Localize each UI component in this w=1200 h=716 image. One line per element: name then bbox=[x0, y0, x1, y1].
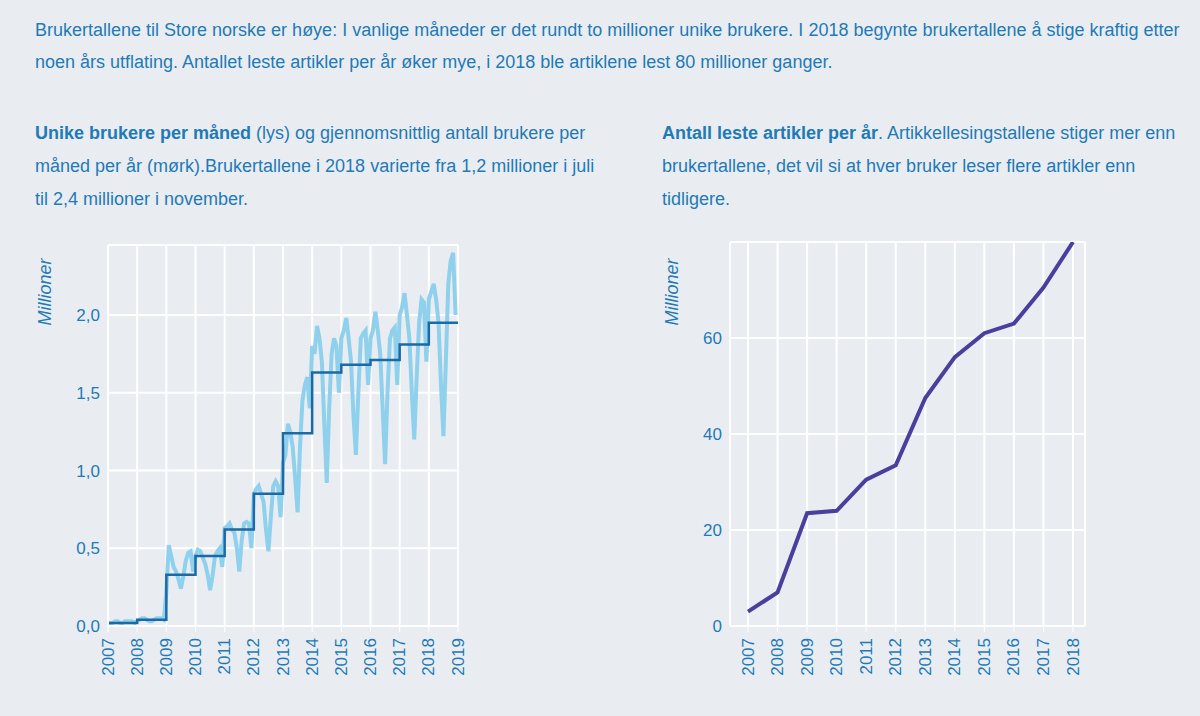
svg-text:2017: 2017 bbox=[390, 638, 409, 676]
svg-text:2009: 2009 bbox=[157, 638, 176, 676]
svg-text:2,0: 2,0 bbox=[76, 306, 100, 325]
svg-text:40: 40 bbox=[703, 425, 722, 444]
svg-text:2010: 2010 bbox=[827, 638, 846, 676]
html-text:Brukertallene til Store norske: Brukertallene til Store norske er høye: … bbox=[35, 20, 1180, 72]
html-text:Millioner: Millioner bbox=[34, 258, 55, 326]
svg-text:2016: 2016 bbox=[361, 638, 380, 676]
svg-text:0,5: 0,5 bbox=[76, 539, 100, 558]
svg-text:2013: 2013 bbox=[274, 638, 293, 676]
svg-text:2010: 2010 bbox=[186, 638, 205, 676]
svg-text:20: 20 bbox=[703, 521, 722, 540]
html-text:Millioner: Millioner bbox=[661, 258, 682, 326]
svg-text:2015: 2015 bbox=[975, 638, 994, 676]
svg-text:2018: 2018 bbox=[419, 638, 438, 676]
svg-text:2008: 2008 bbox=[128, 638, 147, 676]
svg-text:2013: 2013 bbox=[916, 638, 935, 676]
svg-text:2018: 2018 bbox=[1064, 638, 1083, 676]
html-text:Antall leste artikler per år.: Antall leste artikler per år. Artikkelle… bbox=[662, 123, 1176, 209]
svg-text:2016: 2016 bbox=[1004, 638, 1023, 676]
svg-text:2011: 2011 bbox=[215, 638, 234, 675]
svg-text:1,0: 1,0 bbox=[76, 462, 100, 481]
svg-text:2012: 2012 bbox=[244, 638, 263, 676]
svg-text:2008: 2008 bbox=[768, 638, 787, 676]
svg-text:2012: 2012 bbox=[886, 638, 905, 676]
svg-text:2015: 2015 bbox=[332, 638, 351, 676]
svg-text:2011: 2011 bbox=[857, 638, 876, 675]
svg-text:2009: 2009 bbox=[798, 638, 817, 676]
svg-text:2007: 2007 bbox=[739, 638, 758, 676]
svg-text:2014: 2014 bbox=[303, 638, 322, 676]
svg-text:0,0: 0,0 bbox=[76, 617, 100, 636]
html-text:Unike brukere per måned (lys): Unike brukere per måned (lys) og gjennom… bbox=[35, 123, 595, 209]
svg-text:2007: 2007 bbox=[99, 638, 118, 676]
svg-text:2017: 2017 bbox=[1034, 638, 1053, 676]
svg-text:2014: 2014 bbox=[945, 638, 964, 676]
svg-text:60: 60 bbox=[703, 329, 722, 348]
svg-text:0: 0 bbox=[713, 617, 722, 636]
svg-text:2019: 2019 bbox=[449, 638, 468, 676]
svg-text:1,5: 1,5 bbox=[76, 384, 100, 403]
